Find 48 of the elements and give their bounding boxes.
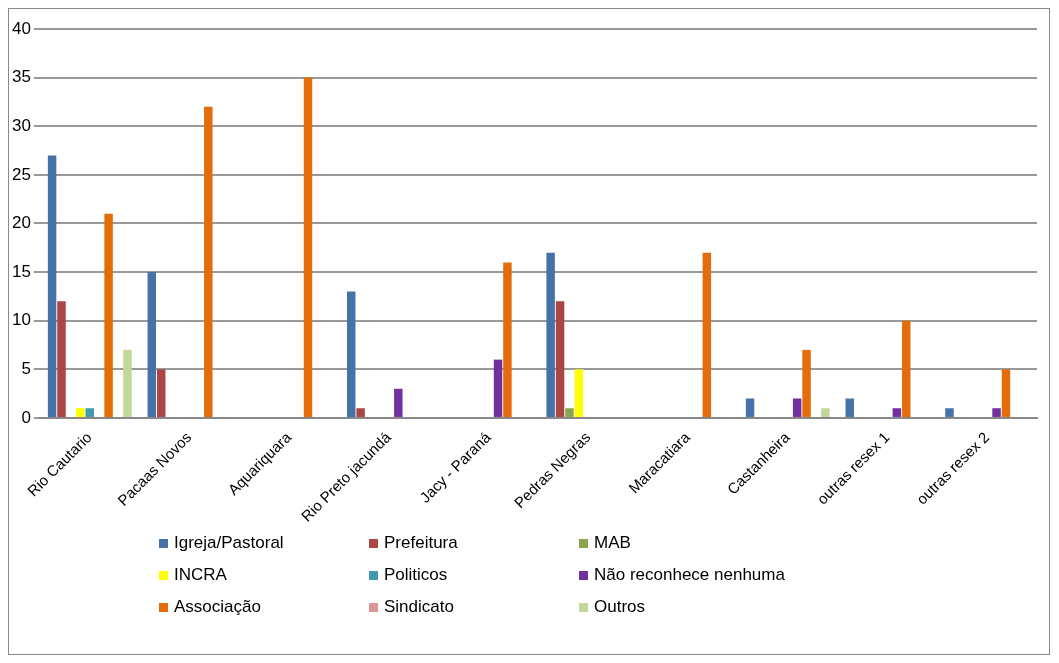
- bar: [992, 408, 1001, 417]
- legend-label: Prefeitura: [384, 533, 458, 553]
- bar: [303, 77, 313, 417]
- bar: [503, 262, 512, 417]
- bar: [792, 398, 802, 417]
- bar: [346, 291, 356, 417]
- y-tick-label: 40: [11, 18, 31, 38]
- bar: [745, 398, 755, 417]
- y-tick-label: 25: [11, 164, 31, 184]
- bar: [845, 398, 855, 417]
- legend-label: Associação: [174, 597, 261, 617]
- bar: [821, 408, 830, 417]
- legend-label: MAB: [594, 533, 631, 553]
- bar: [945, 408, 954, 417]
- legend-label: INCRA: [174, 565, 227, 585]
- bar: [565, 408, 574, 417]
- bar: [147, 272, 157, 417]
- legend-label: Sindicato: [384, 597, 454, 617]
- bar: [892, 408, 902, 417]
- bar: [47, 155, 57, 417]
- y-tick-label: 15: [11, 261, 31, 281]
- legend-label: Outros: [594, 597, 646, 617]
- bar: [356, 408, 365, 417]
- bar: [156, 369, 166, 417]
- bar: [555, 301, 565, 417]
- bar: [574, 369, 584, 417]
- bar: [204, 106, 213, 417]
- bar: [57, 301, 66, 417]
- bar: [546, 252, 555, 417]
- y-tick-label: 10: [11, 310, 31, 330]
- bar: [104, 213, 113, 417]
- bar: [802, 349, 811, 417]
- bar: [902, 320, 911, 417]
- y-tick-label: 30: [11, 115, 31, 135]
- bar: [85, 408, 94, 417]
- bar: [493, 359, 503, 417]
- y-tick-label: 5: [21, 359, 31, 379]
- legend-label: Igreja/Pastoral: [174, 533, 284, 553]
- y-tick-label: 35: [11, 67, 31, 87]
- bar: [76, 408, 85, 417]
- legend-label: Politicos: [384, 565, 448, 585]
- bar: [394, 388, 403, 417]
- bar: [702, 252, 712, 417]
- y-tick-label: 0: [21, 407, 31, 427]
- y-tick-label: 20: [11, 213, 31, 233]
- bar: [1001, 369, 1011, 417]
- legend-label: Não reconhece nenhuma: [594, 565, 785, 585]
- bar: [123, 349, 132, 417]
